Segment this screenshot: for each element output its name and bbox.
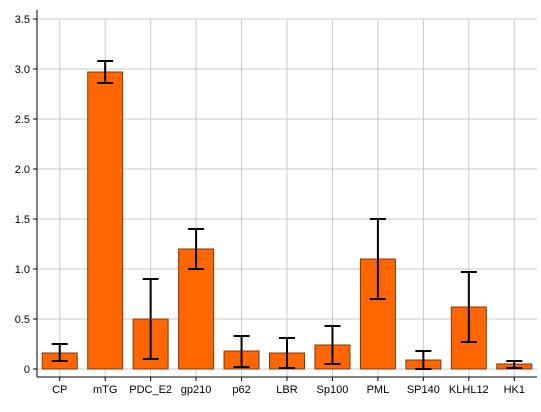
x-tick-label-mtg: mTG: [93, 384, 117, 396]
y-tick-label: 2.5: [15, 114, 30, 126]
x-tick-label-p62: p62: [232, 384, 250, 396]
y-tick-label: 0.5: [15, 314, 30, 326]
y-tick-label: 1.0: [15, 264, 30, 276]
error-bar-p62: [233, 335, 250, 368]
error-bar-sp100: [324, 325, 341, 365]
x-tick-labels: CP mTG PDC_E2 gp210 p62 LBR Sp100 PML SP140 KLHL1…: [52, 384, 525, 396]
error-bar-klhl12: [460, 271, 477, 343]
x-tick-label-lbr: LBR: [276, 384, 297, 396]
x-tick-label-gp210: gp210: [181, 384, 212, 396]
y-tick-label: 3.0: [15, 64, 30, 76]
y-tick-labels: 0 0.5 1.0 1.5 2.0 2.5 3.0 3.5: [15, 14, 30, 376]
error-bar-lbr: [279, 337, 295, 369]
y-tick-label: 3.5: [15, 14, 30, 26]
x-tick-label-klhl12: KLHL12: [449, 384, 489, 396]
x-tick-label-hk1: HK1: [504, 384, 525, 396]
y-tick-label: 1.5: [15, 214, 30, 226]
y-tick-label: 2.0: [15, 164, 30, 176]
error-bar-sp140: [415, 350, 432, 370]
axes: [33, 10, 537, 381]
y-tick-label: 0: [24, 364, 30, 376]
x-tick-label-pdc_e2: PDC_E2: [129, 384, 172, 396]
x-tick-label-pml: PML: [367, 384, 390, 396]
x-tick-label-sp100: Sp100: [317, 384, 349, 396]
error-bar-hk1: [506, 360, 523, 369]
error-bar-gp210: [188, 228, 205, 270]
error-bars: [51, 60, 523, 370]
error-bar-pdc_e2: [142, 278, 159, 360]
bar-mtg: [87, 71, 124, 370]
bars: [41, 71, 533, 370]
x-tick-label-sp140: SP140: [407, 384, 440, 396]
x-tick-label-cp: CP: [52, 384, 67, 396]
error-bar-mtg: [97, 60, 114, 84]
error-bar-cp: [51, 343, 68, 362]
error-bar-pml: [369, 218, 386, 300]
